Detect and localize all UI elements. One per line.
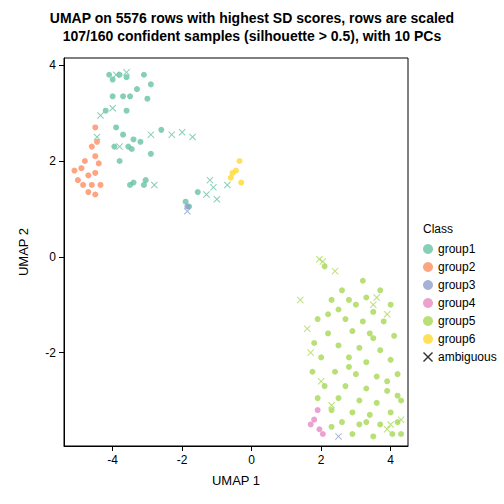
svg-text:group1: group1 [438, 242, 476, 256]
svg-text:group6: group6 [438, 332, 476, 346]
svg-text:107/160 confident samples (sil: 107/160 confident samples (silhouette > … [63, 28, 442, 44]
svg-text:UMAP 2: UMAP 2 [16, 228, 31, 276]
svg-text:group3: group3 [438, 278, 476, 292]
svg-text:group5: group5 [438, 314, 476, 328]
svg-text:2: 2 [318, 453, 325, 467]
svg-text:4: 4 [387, 453, 394, 467]
svg-text:0: 0 [49, 250, 56, 264]
svg-text:0: 0 [248, 453, 255, 467]
svg-text:-2: -2 [177, 453, 188, 467]
svg-text:2: 2 [49, 154, 56, 168]
svg-text:-2: -2 [45, 346, 56, 360]
svg-text:UMAP on 5576 rows with highest: UMAP on 5576 rows with highest SD scores… [50, 10, 454, 26]
svg-text:4: 4 [49, 58, 56, 72]
svg-text:Class: Class [423, 222, 453, 236]
svg-text:ambiguous: ambiguous [438, 350, 497, 364]
svg-text:-4: -4 [107, 453, 118, 467]
svg-text:group2: group2 [438, 260, 476, 274]
svg-text:UMAP 1: UMAP 1 [212, 473, 260, 488]
svg-text:group4: group4 [438, 296, 476, 310]
